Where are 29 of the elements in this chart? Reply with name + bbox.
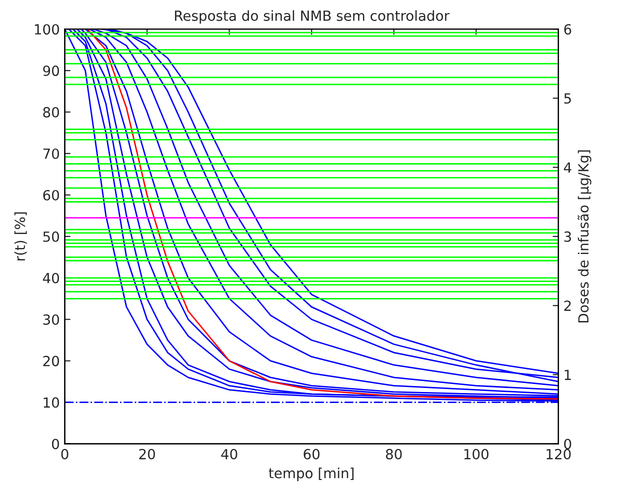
y2-tick-label: 5 (564, 93, 571, 104)
y-tick-label: 0 (52, 438, 59, 450)
x-tick-label: 60 (304, 448, 320, 460)
x-tick-label: 40 (221, 448, 238, 460)
y-tick-label: 100 (34, 24, 59, 35)
y-axis-title: r(t) [%] (14, 212, 27, 260)
y-tick-label: 90 (43, 66, 59, 76)
y2-tick-label: 4 (564, 162, 572, 173)
x-tick-label: 100 (464, 448, 488, 460)
y-tick-label: 10 (44, 397, 59, 408)
y-tick-label: 80 (43, 107, 59, 118)
y-tick-label: 60 (43, 190, 59, 200)
y2-tick-label: 6 (564, 24, 572, 35)
y-tick-label: 30 (43, 314, 59, 325)
y2-tick-label: 0 (564, 438, 572, 450)
y2-tick-label: 2 (564, 300, 571, 311)
y-tick-label: 40 (42, 272, 59, 284)
chart-title: Resposta do sinal NMB sem controlador (175, 10, 450, 24)
x-tick-label: 0 (61, 448, 68, 460)
y-tick-label: 70 (43, 148, 59, 159)
y-tick-label: 20 (43, 356, 59, 366)
x-tick-label: 120 (546, 448, 571, 460)
y2-tick-label: 3 (564, 231, 571, 242)
x-tick-label: 20 (139, 448, 155, 460)
y-tick-label: 50 (43, 231, 59, 242)
x-axis-title: tempo [min] (268, 468, 354, 482)
y2-tick-label: 1 (564, 370, 571, 380)
x-tick-label: 80 (386, 448, 402, 460)
y2-axis-title: Doses de infusão [μg/Kg] (578, 150, 592, 322)
